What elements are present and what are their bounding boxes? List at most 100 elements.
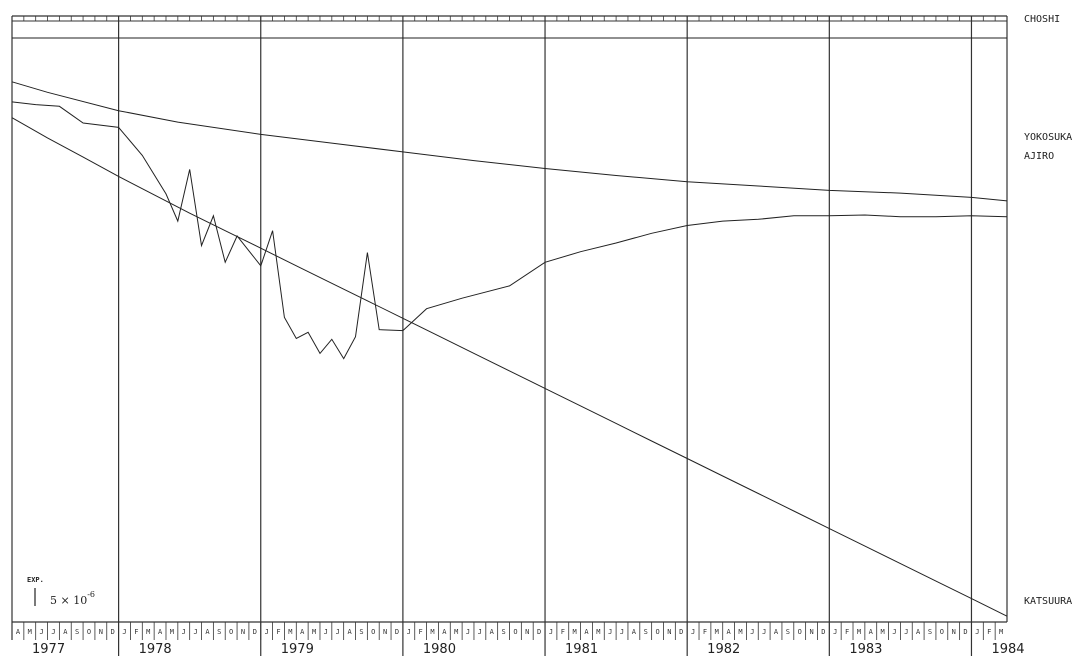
- month-label: J: [833, 628, 837, 636]
- month-label: N: [383, 628, 387, 636]
- month-label: J: [620, 628, 624, 636]
- year-label-1982: 1982: [707, 642, 740, 657]
- month-label: A: [727, 628, 732, 636]
- year-label-1977: 1977: [32, 642, 65, 657]
- month-label: M: [573, 628, 577, 636]
- month-label: J: [40, 628, 44, 636]
- month-label: S: [217, 628, 221, 636]
- month-label: O: [371, 628, 375, 636]
- month-label: O: [87, 628, 91, 636]
- month-label: J: [478, 628, 482, 636]
- month-label: A: [205, 628, 210, 636]
- month-label: N: [809, 628, 813, 636]
- month-label: S: [359, 628, 363, 636]
- month-label: A: [584, 628, 589, 636]
- month-label: J: [691, 628, 695, 636]
- month-label: J: [336, 628, 340, 636]
- month-label: D: [395, 628, 399, 636]
- month-label: J: [51, 628, 55, 636]
- month-label: F: [134, 628, 138, 636]
- month-label: M: [146, 628, 150, 636]
- month-label: D: [963, 628, 967, 636]
- month-label: M: [596, 628, 600, 636]
- year-label-1979: 1979: [281, 642, 314, 657]
- scale-bar: EXP. 5 × 10-6: [27, 576, 95, 607]
- year-label-1980: 1980: [423, 642, 456, 657]
- month-label: S: [501, 628, 505, 636]
- month-label: A: [347, 628, 352, 636]
- month-label: J: [608, 628, 612, 636]
- month-label: O: [655, 628, 659, 636]
- month-label: S: [75, 628, 79, 636]
- month-label: S: [928, 628, 932, 636]
- month-label: M: [857, 628, 861, 636]
- month-label: J: [750, 628, 754, 636]
- month-label: N: [99, 628, 103, 636]
- month-label: M: [454, 628, 458, 636]
- series-label-ajiro: AJIRO: [1024, 151, 1054, 162]
- month-label: A: [916, 628, 921, 636]
- month-label: N: [667, 628, 671, 636]
- year-label-1978: 1978: [139, 642, 172, 657]
- month-label: A: [63, 628, 68, 636]
- ajiro-series-line: [11, 101, 1008, 360]
- month-label: M: [715, 628, 719, 636]
- month-label: A: [16, 628, 21, 636]
- series-labels: CHOSHI YOKOSUKA AJIRO KATSUURA: [1024, 14, 1072, 607]
- year-label-1981: 1981: [565, 642, 598, 657]
- month-label: J: [762, 628, 766, 636]
- month-label: O: [940, 628, 944, 636]
- month-label: M: [999, 628, 1003, 636]
- month-label: O: [798, 628, 802, 636]
- month-label: N: [525, 628, 529, 636]
- month-label: S: [644, 628, 648, 636]
- month-label: M: [430, 628, 434, 636]
- month-label: M: [288, 628, 292, 636]
- month-label: D: [537, 628, 541, 636]
- month-label: J: [122, 628, 126, 636]
- month-label: F: [419, 628, 423, 636]
- month-label: S: [786, 628, 790, 636]
- month-label: M: [28, 628, 32, 636]
- month-label: A: [632, 628, 637, 636]
- plot-frame: [11, 15, 1007, 640]
- yokosuka-series-line: [11, 81, 1008, 202]
- month-label: J: [892, 628, 896, 636]
- month-label: J: [466, 628, 470, 636]
- month-label: J: [904, 628, 908, 636]
- month-label: J: [182, 628, 186, 636]
- month-label: J: [265, 628, 269, 636]
- top-month-ticks: [11, 16, 1008, 21]
- month-label: F: [276, 628, 280, 636]
- month-label: F: [561, 628, 565, 636]
- month-label: D: [111, 628, 115, 636]
- month-label: A: [774, 628, 779, 636]
- month-label: J: [549, 628, 553, 636]
- month-label: M: [738, 628, 742, 636]
- series-lines: [11, 37, 1008, 617]
- month-label: M: [312, 628, 316, 636]
- scale-bar-exponent: -6: [87, 590, 95, 599]
- series-label-katsuura: KATSUURA: [1024, 596, 1072, 607]
- month-label: F: [987, 628, 991, 636]
- month-label: N: [241, 628, 245, 636]
- month-label: M: [170, 628, 174, 636]
- month-label: M: [881, 628, 885, 636]
- month-label: A: [158, 628, 163, 636]
- month-label: N: [952, 628, 956, 636]
- katsuura-series-line: [11, 117, 1008, 617]
- month-label: A: [442, 628, 447, 636]
- month-label: F: [845, 628, 849, 636]
- month-label: D: [679, 628, 683, 636]
- month-label: A: [869, 628, 874, 636]
- month-label: A: [300, 628, 305, 636]
- year-label-1983: 1983: [849, 642, 882, 657]
- month-label: A: [490, 628, 495, 636]
- month-label: J: [407, 628, 411, 636]
- month-label: J: [975, 628, 979, 636]
- series-label-choshi: CHOSHI: [1024, 14, 1060, 25]
- month-label: J: [193, 628, 197, 636]
- month-label: O: [229, 628, 233, 636]
